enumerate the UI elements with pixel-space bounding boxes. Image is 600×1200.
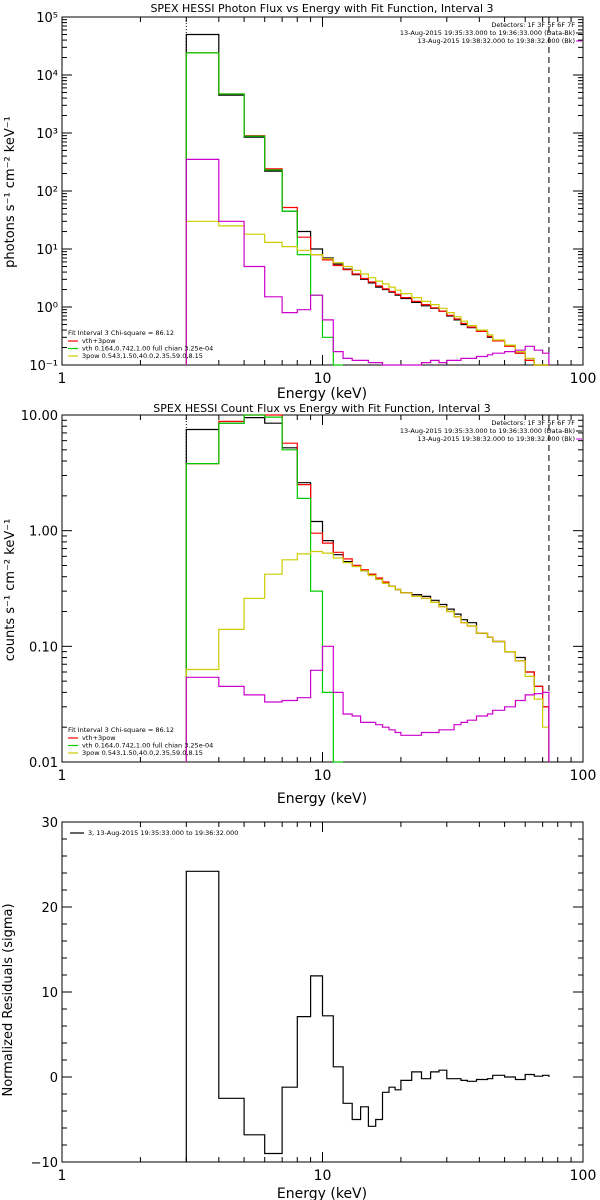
photon-flux-info-line: 13-Aug-2015 19:35:33.000 to 19:36:33.000…	[400, 29, 575, 37]
residuals-legend-label: 3, 13-Aug-2015 19:35:33.000 to 19:36:32.…	[88, 829, 238, 837]
count-flux-info-line: 13-Aug-2015 19:38:32.000 to 19:38:32.000…	[418, 435, 575, 443]
photon-flux-series-1	[185, 52, 549, 366]
photon-flux-y-tick-label: 10²	[36, 185, 58, 200]
photon-flux-legend-label: vth+3pow	[82, 337, 116, 345]
photon-flux-legend-label: vth 0.164,0.742,1.00 full chian 3.25e-04	[82, 345, 213, 353]
photon-flux-ylabel: photons s⁻¹ cm⁻² keV⁻¹	[3, 116, 18, 268]
residuals-y-tick-label: 0	[50, 1071, 58, 1086]
count-flux-series-4	[185, 645, 550, 762]
count-flux-legend-label: 3pow 0.543,1.50,40.0,2.35,59.0,8.15	[82, 749, 203, 757]
residuals-panel: Energy (keV) Normalized Residuals (sigma…	[1, 816, 596, 1200]
photon-flux-series-3	[185, 220, 549, 366]
residuals-ylabel: Normalized Residuals (sigma)	[1, 903, 16, 1096]
residuals-y-tick-label: 10	[41, 986, 58, 1001]
photon-flux-y-tick-label: 10¹	[36, 243, 58, 258]
count-flux-y-tick-label: 0.01	[29, 756, 58, 771]
count-flux-y-tick-label: 10.00	[21, 409, 58, 424]
photon-flux-legend-header: Fit Interval 3 Chi-square = 86.12	[68, 329, 174, 337]
residuals-x-tick-label: 10	[314, 1168, 332, 1184]
count-flux-title: SPEX HESSI Count Flux vs Energy with Fit…	[153, 402, 490, 415]
count-flux-legend-label: vth+3pow	[82, 734, 116, 742]
count-flux-panel: SPEX HESSI Count Flux vs Energy with Fit…	[3, 402, 596, 807]
count-flux-x-tick-label: 100	[570, 768, 597, 784]
count-flux-legend-label: vth 0.164,0.742,1.00 full chian 3.25e-04	[82, 742, 213, 750]
count-flux-legend-header: Fit Interval 3 Chi-square = 86.12	[68, 726, 174, 734]
residuals-y-tick-label: 30	[41, 816, 58, 831]
count-flux-series-3	[185, 550, 550, 762]
photon-flux-y-tick-label: 10³	[36, 127, 58, 142]
photon-flux-x-tick-label: 10	[314, 371, 332, 387]
count-flux-x-tick-label: 1	[58, 768, 67, 784]
photon-flux-info-line: Detectors: 1F 3F 5F 6F 7F	[491, 21, 575, 29]
photon-flux-panel: SPEX HESSI Photon Flux vs Energy with Fi…	[3, 2, 596, 402]
count-flux-x-tick-label: 10	[314, 768, 332, 784]
count-flux-series-2	[185, 414, 344, 763]
photon-flux-xlabel: Energy (keV)	[277, 386, 367, 402]
photon-flux-info-line: 13-Aug-2015 19:38:32.000 to 19:38:32.000…	[418, 37, 575, 45]
photon-flux-y-tick-label: 10⁻¹	[29, 359, 58, 374]
photon-flux-title: SPEX HESSI Photon Flux vs Energy with Fi…	[150, 2, 493, 15]
residuals-x-tick-label: 100	[570, 1168, 597, 1184]
photon-flux-legend-label: 3pow 0.543,1.50,40.0,2.35,59.0,8.15	[82, 352, 203, 360]
count-flux-info-line: 13-Aug-2015 19:35:33.000 to 19:36:33.000…	[400, 427, 575, 435]
photon-flux-y-tick-label: 10⁴	[36, 69, 58, 84]
count-flux-y-tick-label: 1.00	[29, 525, 58, 540]
count-flux-xlabel: Energy (keV)	[277, 791, 367, 807]
photon-flux-series-2	[185, 52, 344, 366]
count-flux-y-tick-label: 0.10	[29, 640, 58, 655]
count-flux-ylabel: counts s⁻¹ cm⁻² keV⁻¹	[3, 519, 18, 662]
residuals-xlabel: Energy (keV)	[277, 1186, 367, 1200]
residuals-y-tick-label: 20	[41, 901, 58, 916]
residuals-x-tick-label: 1	[58, 1168, 67, 1184]
count-flux-info-line: Detectors: 1F 3F 5F 6F 7F	[491, 419, 575, 427]
photon-flux-series-4	[185, 158, 550, 366]
photon-flux-x-tick-label: 100	[570, 371, 597, 387]
residuals-series-0	[185, 870, 550, 1162]
photon-flux-y-tick-label: 10⁵	[36, 11, 58, 26]
residuals-y-tick-label: −10	[31, 1156, 58, 1171]
photon-flux-y-tick-label: 10⁰	[36, 301, 58, 316]
photon-flux-x-tick-label: 1	[58, 371, 67, 387]
photon-flux-series-0	[185, 33, 549, 366]
